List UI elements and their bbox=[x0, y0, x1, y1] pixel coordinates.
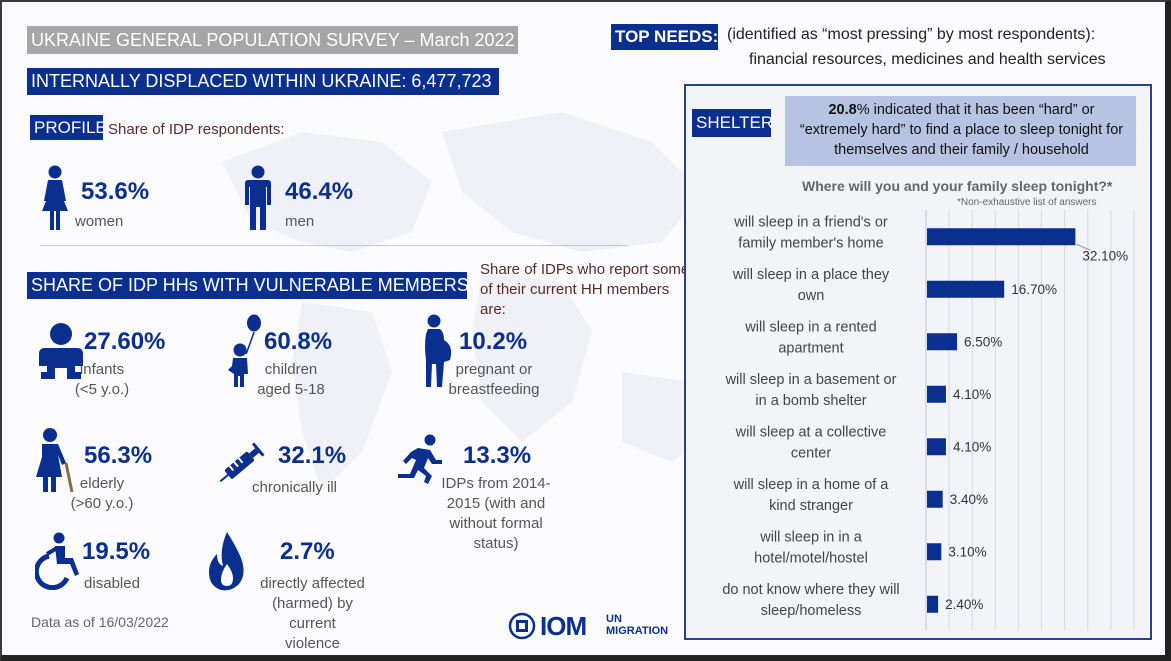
wheelchair-icon bbox=[35, 532, 83, 590]
vulnerable-members-title: SHARE OF IDP HHs WITH VULNERABLE MEMBERS bbox=[27, 272, 469, 299]
elderly-icon bbox=[32, 427, 80, 493]
top-needs-line1: (identified as “most pressing” by most r… bbox=[727, 26, 1096, 43]
woman-icon bbox=[40, 165, 70, 231]
chronically-ill-label: chronically ill bbox=[251, 479, 338, 496]
disabled-percentage: 19.5% bbox=[82, 538, 151, 565]
pregnant-icon bbox=[420, 314, 456, 388]
chart-bar bbox=[927, 543, 942, 561]
chart-category-label: kind stranger bbox=[769, 498, 853, 514]
shelter-note-text: % indicated that it has been “hard” or “… bbox=[799, 102, 1124, 158]
world-map-background bbox=[222, 112, 712, 492]
chart-category-label: will sleep in a basement or bbox=[725, 372, 897, 388]
idps-2014-percentage: 13.3% bbox=[463, 442, 532, 469]
chart-value-label: 3.10% bbox=[948, 544, 986, 559]
data-date: Data as of 16/03/2022 bbox=[31, 614, 169, 630]
disabled-label: disabled bbox=[84, 575, 140, 592]
running-person-icon bbox=[394, 434, 444, 486]
violence-percentage: 2.7% bbox=[280, 538, 335, 565]
chart-bar bbox=[927, 490, 943, 508]
chart-category-label: will sleep in a friend's or bbox=[733, 214, 888, 230]
infants-percentage: 27.60% bbox=[84, 328, 166, 355]
chart-category-label: do not know where they will bbox=[722, 582, 899, 598]
chart-category-label: family member's home bbox=[738, 235, 883, 251]
section-divider bbox=[40, 245, 628, 246]
men-percentage: 46.4% bbox=[285, 178, 354, 205]
shelter-label: SHELTER bbox=[692, 109, 773, 137]
fire-icon bbox=[207, 530, 247, 592]
vulnerable-members-note: Share of IDPs who report some of their c… bbox=[480, 261, 690, 318]
chart-footnote: *Non-exhaustive list of answers bbox=[957, 197, 1097, 208]
children-percentage: 60.8% bbox=[264, 328, 333, 355]
iom-globe-logo-icon bbox=[508, 612, 536, 640]
women-percentage: 53.6% bbox=[81, 178, 150, 205]
chart-value-label: 16.70% bbox=[1011, 282, 1057, 297]
shelter-panel bbox=[684, 84, 1152, 640]
shelter-note: 20.8% indicated that it has been “hard” … bbox=[785, 96, 1136, 166]
profile-label: PROFILE bbox=[30, 115, 107, 140]
chart-value-label: 2.40% bbox=[945, 597, 983, 612]
chart-value-label: 6.50% bbox=[964, 334, 1002, 349]
chart-question: Where will you and your family sleep ton… bbox=[802, 178, 1113, 194]
pregnant-percentage: 10.2% bbox=[459, 328, 528, 355]
child-balloon-icon bbox=[224, 314, 264, 388]
chart-category-label: apartment bbox=[778, 340, 843, 356]
iom-logo-text: IOM bbox=[540, 611, 587, 641]
chart-category-label: own bbox=[798, 288, 825, 304]
shelter-note-pct: 20.8 bbox=[828, 102, 857, 118]
women-label: women bbox=[75, 213, 124, 230]
chart-category-label: center bbox=[791, 445, 831, 461]
shelter-bar-chart: will sleep in a friend's or family member… bbox=[722, 210, 1135, 630]
top-needs-label: TOP NEEDS: bbox=[611, 24, 718, 50]
chart-bar bbox=[927, 333, 958, 351]
chart-category-label: sleep/homeless bbox=[761, 603, 862, 619]
iom-logo-un: UN MIGRATION bbox=[606, 613, 669, 637]
chart-category-label: will sleep in a place they bbox=[732, 267, 890, 283]
chart-category-label: hotel/motel/hostel bbox=[754, 550, 868, 566]
chart-bar bbox=[927, 595, 939, 613]
man-icon bbox=[243, 165, 273, 231]
pregnant-label: pregnant or breastfeeding bbox=[448, 361, 540, 398]
profile-subtitle: Share of IDP respondents: bbox=[108, 121, 285, 138]
children-label: children aged 5-18 bbox=[257, 361, 325, 398]
chart-category-label: will sleep at a collective bbox=[735, 424, 887, 440]
infant-icon bbox=[35, 322, 87, 380]
elderly-label: elderly (>60 y.o.) bbox=[70, 475, 134, 512]
top-needs-line2: financial resources, medicines and healt… bbox=[749, 51, 1106, 68]
infants-label: infants (<5 y.o.) bbox=[74, 361, 130, 398]
chart-bar bbox=[927, 438, 946, 456]
chart-bar bbox=[927, 228, 1076, 246]
chart-value-label: 4.10% bbox=[953, 439, 991, 454]
chart-category-label: in a bomb shelter bbox=[755, 393, 866, 409]
chart-category-label: will sleep in a rented bbox=[744, 319, 876, 335]
chronically-ill-percentage: 32.1% bbox=[278, 442, 347, 469]
chart-category-label: will sleep in a home of a bbox=[733, 477, 890, 493]
chart-bar bbox=[927, 280, 1005, 298]
syringe-icon bbox=[212, 437, 270, 491]
idp-count-title: INTERNALLY DISPLACED WITHIN UKRAINE: 6,4… bbox=[27, 68, 499, 95]
chart-value-label: 32.10% bbox=[1082, 248, 1128, 263]
survey-title: UKRAINE GENERAL POPULATION SURVEY – Marc… bbox=[27, 26, 518, 54]
violence-label: directly affected (harmed) by current viol… bbox=[260, 575, 365, 652]
chart-bar bbox=[927, 385, 946, 403]
chart-category-label: will sleep in in a bbox=[759, 529, 862, 545]
elderly-percentage: 56.3% bbox=[84, 442, 153, 469]
chart-value-label: 4.10% bbox=[953, 387, 991, 402]
men-label: men bbox=[285, 213, 315, 230]
chart-value-label: 3.40% bbox=[950, 492, 988, 507]
idps-2014-label: IDPs from 2014- 2015 (with and without for… bbox=[441, 475, 551, 552]
chart-leader-line bbox=[1076, 243, 1091, 251]
